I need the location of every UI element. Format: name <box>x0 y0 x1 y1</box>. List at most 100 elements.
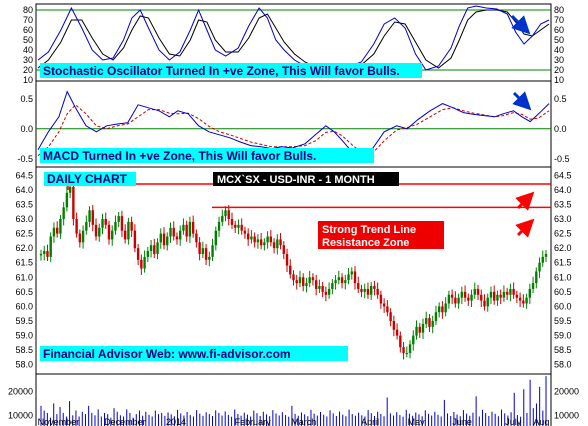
candle-body <box>353 271 357 284</box>
candle-body <box>146 251 150 257</box>
candle-body <box>395 329 399 336</box>
candle-body <box>55 227 59 234</box>
candle-body <box>75 219 78 234</box>
candle-body <box>217 221 221 231</box>
candle-body <box>185 224 188 237</box>
price-tick-l: 62.5 <box>15 229 33 239</box>
candle-body <box>201 248 205 254</box>
price-tick-l: 64.0 <box>15 185 33 195</box>
candle-body <box>182 224 185 231</box>
candle-body <box>243 230 247 234</box>
candle-body <box>515 294 519 298</box>
volume-tick-labels: 20000 20000 10000 10000 <box>8 387 579 421</box>
candle-body <box>541 256 544 263</box>
candle-body <box>127 221 130 240</box>
candle-body <box>538 262 541 272</box>
candle-body <box>480 294 483 301</box>
candle-body <box>195 233 198 243</box>
price-tick-l: 58.0 <box>15 360 33 370</box>
price-tick-l: 60.0 <box>15 301 33 311</box>
price-tick-l: 59.5 <box>15 316 33 326</box>
stochastic-tick-r: 20 <box>554 65 564 75</box>
stochastic-tick-l: 10 <box>23 75 33 85</box>
stochastic-tick-r: 80 <box>554 5 564 15</box>
candle-body <box>425 318 428 324</box>
candle-body <box>295 280 298 284</box>
candle-body <box>188 221 192 237</box>
x-axis-label: November <box>38 417 80 426</box>
stochastic-tick-l: 50 <box>23 35 33 45</box>
annotation-line-2: Resistance Zone <box>322 237 409 249</box>
macd-tick-labels: 0.5 0.5 0.0 0.0 -0.5 -0.5 <box>17 94 569 164</box>
candle-body <box>496 294 499 301</box>
stochastic-tick-l: 60 <box>23 25 33 35</box>
candle-body <box>373 286 376 289</box>
resistance-up-arrow-2 <box>515 218 535 238</box>
stochastic-tick-r: 60 <box>554 25 564 35</box>
macd-tick-l: 0.5 <box>20 94 33 104</box>
candle-body <box>509 288 512 295</box>
candle-body <box>518 297 522 301</box>
candle-body <box>279 239 282 246</box>
price-tick-l: 61.0 <box>15 272 33 282</box>
candle-body <box>282 245 285 254</box>
candle-body <box>120 216 124 231</box>
candle-body <box>473 288 476 295</box>
price-tick-l: 63.5 <box>15 199 33 209</box>
price-tick-l: 58.5 <box>15 345 33 355</box>
candle-body <box>246 233 250 240</box>
candle-body <box>431 321 434 327</box>
price-tick-r: 62.0 <box>554 243 572 253</box>
annotation-line-1: Strong Trend Line <box>322 224 416 236</box>
candle-body <box>360 288 363 292</box>
candle-body <box>399 335 402 348</box>
macd-tick-l: 0.0 <box>20 124 33 134</box>
price-tick-r: 61.0 <box>554 272 572 282</box>
stochastic-tick-l: 20 <box>23 65 33 75</box>
candle-body <box>253 236 256 243</box>
chart-title-bg <box>213 172 399 186</box>
candle-body <box>337 277 341 281</box>
candle-body <box>78 233 82 243</box>
candle-body <box>441 306 444 313</box>
candle-body <box>227 210 230 219</box>
price-tick-r: 64.5 <box>554 170 572 180</box>
candle-body <box>72 186 75 219</box>
candle-body <box>289 265 292 275</box>
daily-chart-label: DAILY CHART <box>47 172 128 186</box>
candle-body <box>476 288 480 295</box>
candle-body <box>535 271 538 284</box>
stochastic-tick-r: 50 <box>554 35 564 45</box>
candle-body <box>91 210 94 225</box>
stochastic-tick-l: 70 <box>23 15 33 25</box>
candle-body <box>81 230 85 243</box>
candle-body <box>172 227 175 237</box>
candle-body <box>162 233 166 246</box>
candle-body <box>46 251 49 257</box>
volume-panel <box>35 373 552 426</box>
candle-body <box>505 291 509 295</box>
x-axis-label: December <box>104 417 146 426</box>
candle-body <box>525 297 528 304</box>
candle-body <box>489 291 493 298</box>
candle-body <box>169 227 172 237</box>
candle-body <box>454 297 457 304</box>
volume-tick-r: 20000 <box>554 387 579 397</box>
candle-body <box>175 236 179 240</box>
candle-body <box>324 291 328 295</box>
stochastic-tick-r: 70 <box>554 15 564 25</box>
candle-body <box>483 300 486 307</box>
price-tick-r: 60.5 <box>554 287 572 297</box>
candle-body <box>528 288 532 298</box>
candle-body <box>65 192 69 208</box>
candle-body <box>402 347 405 354</box>
stochastic-banner: Stochastic Oscillator Turned In +ve Zone… <box>43 64 400 78</box>
price-tick-l: 63.0 <box>15 214 33 224</box>
price-tick-r: 62.5 <box>554 229 572 239</box>
candle-body <box>111 230 114 240</box>
price-tick-r: 64.0 <box>554 185 572 195</box>
candle-body <box>376 288 379 295</box>
candle-body <box>143 256 146 269</box>
macd-banner: MACD Turned In +ve Zone, This Will favor… <box>43 149 316 163</box>
